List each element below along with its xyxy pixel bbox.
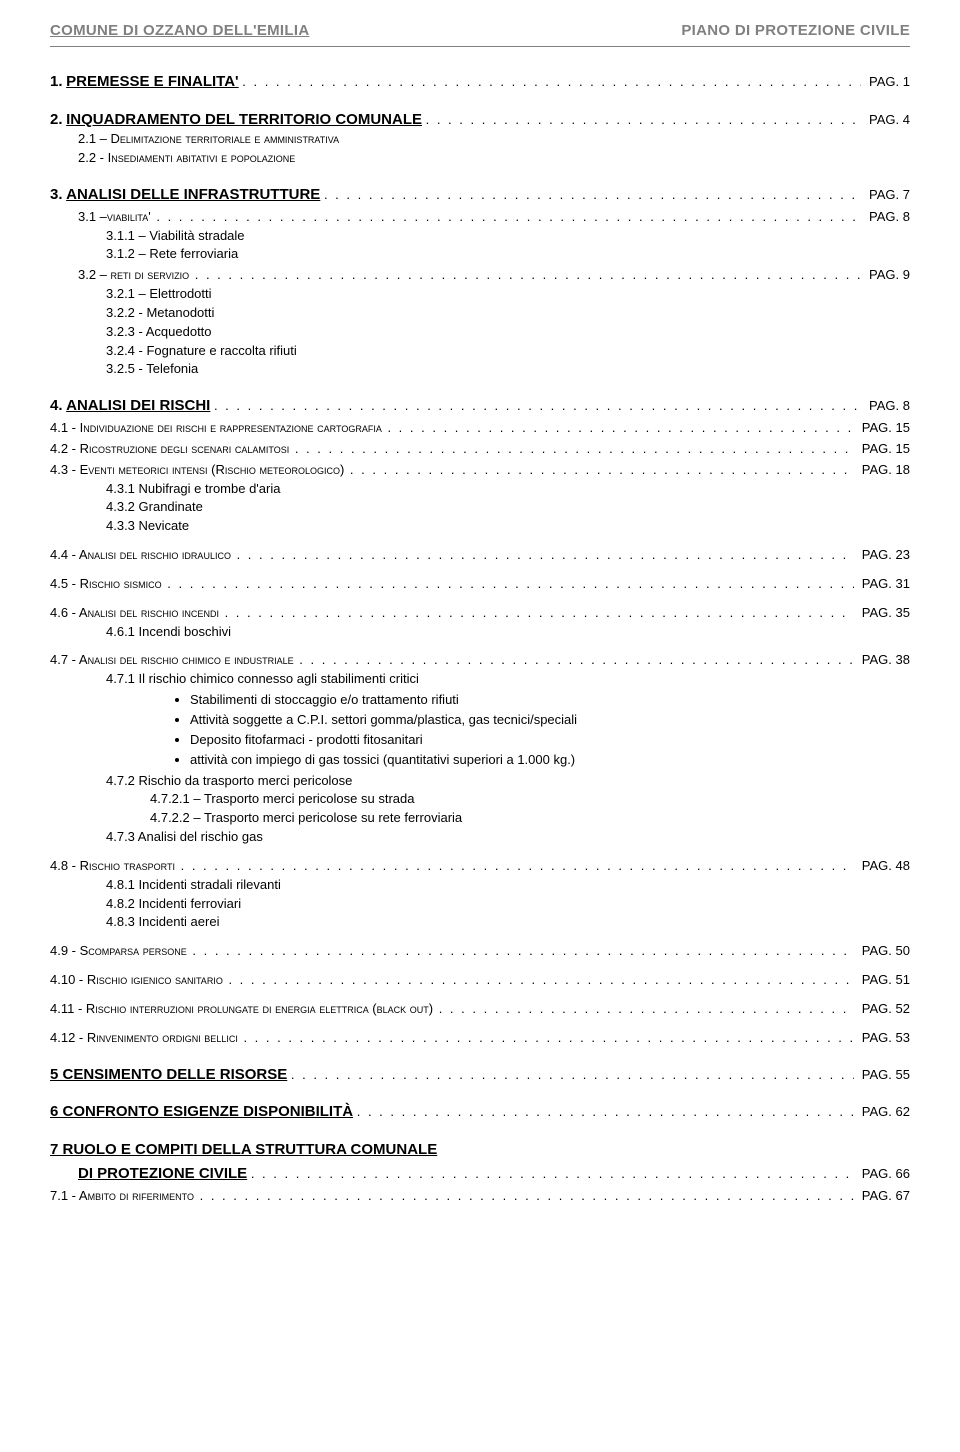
doc-header: COMUNE DI OZZANO DELL'EMILIA PIANO DI PR… — [50, 20, 910, 47]
bullet-item: Deposito fitofarmaci - prodotti fitosani… — [190, 731, 910, 750]
toc-page: PAG. 62 — [854, 1103, 910, 1122]
toc-page: PAG. 23 — [854, 546, 910, 565]
toc-sub: 2.1 – Delimitazione territoriale e ammin… — [50, 130, 910, 149]
toc-row: 4.2 - Ricostruzione degli scenari calami… — [50, 440, 910, 459]
toc-page: PAG. 9 — [861, 266, 910, 285]
toc-label: 4.10 - Rischio igienico sanitario — [50, 971, 854, 990]
bullet-list: Stabilimenti di stoccaggio e/o trattamen… — [50, 691, 910, 769]
toc-page: PAG. 7 — [861, 186, 910, 205]
toc-page: PAG. 48 — [854, 857, 910, 876]
toc-row-s1: 1. PREMESSE E FINALITA' PAG. 1 — [50, 71, 910, 93]
toc-row: 7.1 - Ambito di riferimento PAG. 67 — [50, 1187, 910, 1206]
toc-label: 3. ANALISI DELLE INFRASTRUTTURE — [50, 184, 861, 206]
toc-sub: 3.2.1 – Elettrodotti — [50, 285, 910, 304]
toc-page: PAG. 15 — [854, 419, 910, 438]
toc-page: PAG. 66 — [854, 1165, 910, 1184]
toc-label: 4.9 - Scomparsa persone — [50, 942, 854, 961]
toc-page: PAG. 1 — [861, 73, 910, 92]
header-left: COMUNE DI OZZANO DELL'EMILIA — [50, 20, 309, 42]
toc-sub: 4.7.2.1 – Trasporto merci pericolose su … — [50, 790, 910, 809]
toc-sub: 4.3.3 Nevicate — [50, 517, 910, 536]
toc-sub: 4.7.2 Rischio da trasporto merci pericol… — [50, 772, 910, 791]
toc-page: PAG. 67 — [854, 1187, 910, 1206]
toc-sub: 4.8.1 Incidenti stradali rilevanti — [50, 876, 910, 895]
toc-row: 4.1 - Individuazione dei rischi e rappre… — [50, 419, 910, 438]
toc-label: 4.1 - Individuazione dei rischi e rappre… — [50, 419, 854, 438]
toc-page: PAG. 8 — [861, 397, 910, 416]
toc-row: 3.1 –viabilita' PAG. 8 — [50, 208, 910, 227]
toc-sub: 4.7.3 Analisi del rischio gas — [50, 828, 910, 847]
toc-page: PAG. 35 — [854, 604, 910, 623]
toc-sub: 4.6.1 Incendi boschivi — [50, 623, 910, 642]
toc-label: 6 CONFRONTO ESIGENZE DISPONIBILITÀ — [50, 1101, 854, 1123]
toc-label: 3.2 – reti di servizio — [50, 266, 861, 285]
toc-page: PAG. 53 — [854, 1029, 910, 1048]
toc-sub: 4.3.1 Nubifragi e trombe d'aria — [50, 480, 910, 499]
toc-row: 4.9 - Scomparsa persone PAG. 50 — [50, 942, 910, 961]
toc-row: 4.4 - Analisi del rischio idraulico PAG.… — [50, 546, 910, 565]
toc-row-s3: 3. ANALISI DELLE INFRASTRUTTURE PAG. 7 — [50, 184, 910, 206]
toc-row: 4.10 - Rischio igienico sanitario PAG. 5… — [50, 971, 910, 990]
toc-row: 4.11 - Rischio interruzioni prolungate d… — [50, 1000, 910, 1019]
toc-row: 4.5 - Rischio sismico PAG. 31 — [50, 575, 910, 594]
toc-row-s4: 4. ANALISI DEI RISCHI PAG. 8 — [50, 395, 910, 417]
toc-label: 4.6 - Analisi del rischio incendi — [50, 604, 854, 623]
toc-sub: 4.8.3 Incidenti aerei — [50, 913, 910, 932]
toc-page: PAG. 38 — [854, 651, 910, 670]
toc-row: 4.7 - Analisi del rischio chimico e indu… — [50, 651, 910, 670]
toc-sub: 2.2 - Insediamenti abitativi e popolazio… — [50, 149, 910, 168]
toc-label: 4.2 - Ricostruzione degli scenari calami… — [50, 440, 854, 459]
toc-sub: 4.8.2 Incidenti ferroviari — [50, 895, 910, 914]
toc-page: PAG. 15 — [854, 440, 910, 459]
toc-row-s7b: DI PROTEZIONE CIVILE PAG. 66 — [50, 1163, 910, 1185]
toc-label: 4.3 - Eventi meteorici intensi (Rischio … — [50, 461, 854, 480]
toc-page: PAG. 55 — [854, 1066, 910, 1085]
header-right: PIANO DI PROTEZIONE CIVILE — [681, 20, 910, 42]
toc-sub: 3.2.3 - Acquedotto — [50, 323, 910, 342]
toc-sub: 3.1.1 – Viabilità stradale — [50, 227, 910, 246]
toc-label: 4.11 - Rischio interruzioni prolungate d… — [50, 1000, 854, 1019]
toc-sub: 4.3.2 Grandinate — [50, 498, 910, 517]
toc-label: 4.12 - Rinvenimento ordigni bellici — [50, 1029, 854, 1048]
toc-page: PAG. 52 — [854, 1000, 910, 1019]
toc-row: 4.8 - Rischio trasporti PAG. 48 — [50, 857, 910, 876]
toc-row: 4.3 - Eventi meteorici intensi (Rischio … — [50, 461, 910, 480]
toc-label: 2. INQUADRAMENTO DEL TERRITORIO COMUNALE — [50, 109, 861, 131]
toc-sub: 4.7.1 Il rischio chimico connesso agli s… — [50, 670, 910, 689]
toc-page: PAG. 18 — [854, 461, 910, 480]
toc-label: 4.8 - Rischio trasporti — [50, 857, 854, 876]
toc-page: PAG. 50 — [854, 942, 910, 961]
toc-label: 1. PREMESSE E FINALITA' — [50, 71, 861, 93]
toc-label: 4.5 - Rischio sismico — [50, 575, 854, 594]
toc-sub: 3.2.2 - Metanodotti — [50, 304, 910, 323]
toc-label: 4.4 - Analisi del rischio idraulico — [50, 546, 854, 565]
toc-sub: 3.2.4 - Fognature e raccolta rifiuti — [50, 342, 910, 361]
toc-row-s5: 5 CENSIMENTO DELLE RISORSE PAG. 55 — [50, 1064, 910, 1086]
toc-row: 3.2 – reti di servizio PAG. 9 — [50, 266, 910, 285]
toc-row-s7a: 7 RUOLO E COMPITI DELLA STRUTTURA COMUNA… — [50, 1139, 910, 1161]
toc-row-s2: 2. INQUADRAMENTO DEL TERRITORIO COMUNALE… — [50, 109, 910, 131]
toc-label: 7.1 - Ambito di riferimento — [50, 1187, 854, 1206]
toc-sub: 3.2.5 - Telefonia — [50, 360, 910, 379]
toc-page: PAG. 4 — [861, 111, 910, 130]
toc-page: PAG. 31 — [854, 575, 910, 594]
toc-label: 5 CENSIMENTO DELLE RISORSE — [50, 1064, 854, 1086]
toc-row: 4.6 - Analisi del rischio incendi PAG. 3… — [50, 604, 910, 623]
toc-sub: 3.1.2 – Rete ferroviaria — [50, 245, 910, 264]
toc-row: 4.12 - Rinvenimento ordigni bellici PAG.… — [50, 1029, 910, 1048]
toc-page: PAG. 8 — [861, 208, 910, 227]
bullet-item: Attività soggette a C.P.I. settori gomma… — [190, 711, 910, 730]
toc-row-s6: 6 CONFRONTO ESIGENZE DISPONIBILITÀ PAG. … — [50, 1101, 910, 1123]
toc-sub: 4.7.2.2 – Trasporto merci pericolose su … — [50, 809, 910, 828]
toc-label: DI PROTEZIONE CIVILE — [50, 1163, 854, 1185]
toc-page: PAG. 51 — [854, 971, 910, 990]
bullet-item: attività con impiego di gas tossici (qua… — [190, 751, 910, 770]
toc-label: 4.7 - Analisi del rischio chimico e indu… — [50, 651, 854, 670]
toc-label: 3.1 –viabilita' — [50, 208, 861, 227]
toc-label: 4. ANALISI DEI RISCHI — [50, 395, 861, 417]
bullet-item: Stabilimenti di stoccaggio e/o trattamen… — [190, 691, 910, 710]
